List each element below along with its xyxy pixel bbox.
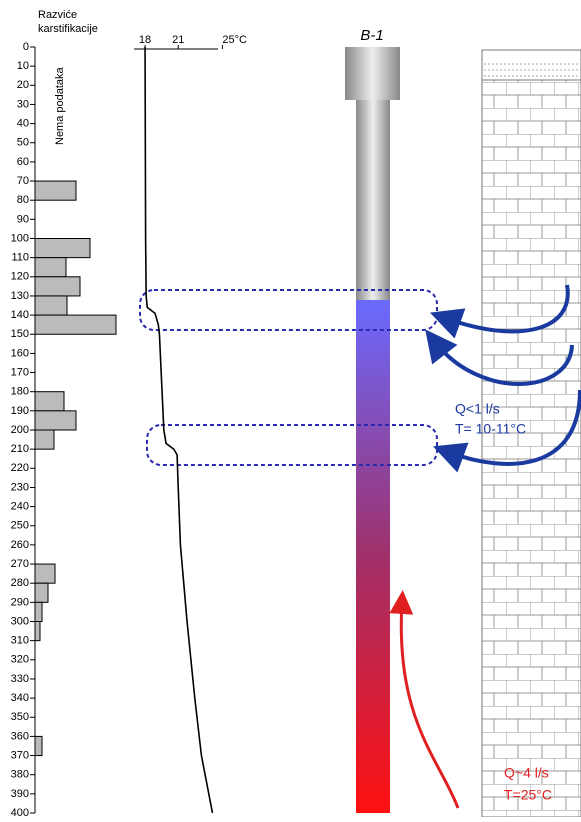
y-tick-label: 280 [11,577,29,589]
bar [34,391,65,412]
borehole-cap [345,47,400,100]
y-tick-label: 390 [11,788,29,800]
y-tick-label: 20 [17,79,29,91]
y-tick-label: 120 [11,271,29,283]
inflow-zone [139,289,438,331]
bar [34,735,43,757]
y-tick-label: 340 [11,692,29,704]
y-tick-label: 370 [11,749,29,761]
bar [34,410,77,431]
no-data-note: Nema podataka [54,66,66,145]
y-tick-label: 130 [11,290,29,302]
rock-wall [481,49,581,818]
y-tick-label: 290 [11,596,29,608]
y-tick-label: 240 [11,501,29,513]
y-tick-label: 380 [11,769,29,781]
inflow-arrow-hot [389,590,460,809]
y-tick-label: 210 [11,443,29,455]
y-tick-label: 170 [11,366,29,378]
y-tick-label: 160 [11,347,29,359]
temperature-line [144,46,214,814]
y-tick-label: 260 [11,539,29,551]
bar [34,563,56,584]
y-tick-label: 10 [17,60,29,72]
y-tick-label: 180 [11,386,29,398]
y-tick-label: 360 [11,730,29,742]
borehole-water [356,300,390,813]
title-line: Razviće [38,9,77,21]
inflow-t: T= 10-11°C [455,421,526,437]
inflow-zone [146,424,438,466]
y-tick-label: 350 [11,711,29,723]
y-tick-label: 310 [11,635,29,647]
y-tick-label: 40 [17,118,29,130]
y-tick-label: 190 [11,405,29,417]
y-tick-label: 300 [11,615,29,627]
soil-lines [484,63,581,77]
y-tick-label: 50 [17,137,29,149]
x-tick-label: 18 [139,34,151,46]
karst-title: Razviće karstifikacije [38,9,98,35]
y-tick-label: 150 [11,328,29,340]
y-tick-label: 320 [11,654,29,666]
bar [34,295,68,316]
bar [34,621,41,642]
title-line: karstifikacije [38,23,98,35]
x-tick-label: 25°C [222,34,247,46]
rock-top [481,49,581,81]
y-tick-label: 140 [11,309,29,321]
borehole-casing [356,100,390,300]
bar [34,257,67,278]
y-tick-label: 110 [11,252,29,264]
y-tick-label: 220 [11,462,29,474]
bar [34,276,81,297]
y-tick-label: 0 [23,41,29,53]
y-tick-label: 80 [17,194,29,206]
borehole-label: B-1 [360,27,383,44]
bar [34,238,91,259]
inflow-q: Q<1 l/s [455,401,500,417]
y-tick-label: 400 [11,807,29,817]
y-tick-label: 60 [17,156,29,168]
y-tick-label: 250 [11,520,29,532]
y-tick-label: 230 [11,481,29,493]
y-tick-label: 100 [11,232,29,244]
bar [34,429,55,450]
y-tick-label: 30 [17,98,29,110]
bar [34,314,117,335]
y-tick-label: 270 [11,558,29,570]
bar [34,582,49,603]
bar [34,180,77,201]
bar [34,601,43,622]
y-tick-label: 200 [11,424,29,436]
hot-q: Q~4 l/s [504,765,549,781]
inflow-arrows [425,284,581,473]
hot-t: T=25°C [504,787,552,803]
y-tick-label: 70 [17,175,29,187]
y-tick-label: 90 [17,213,29,225]
x-tick-label: 21 [172,34,184,46]
y-tick-label: 330 [11,673,29,685]
